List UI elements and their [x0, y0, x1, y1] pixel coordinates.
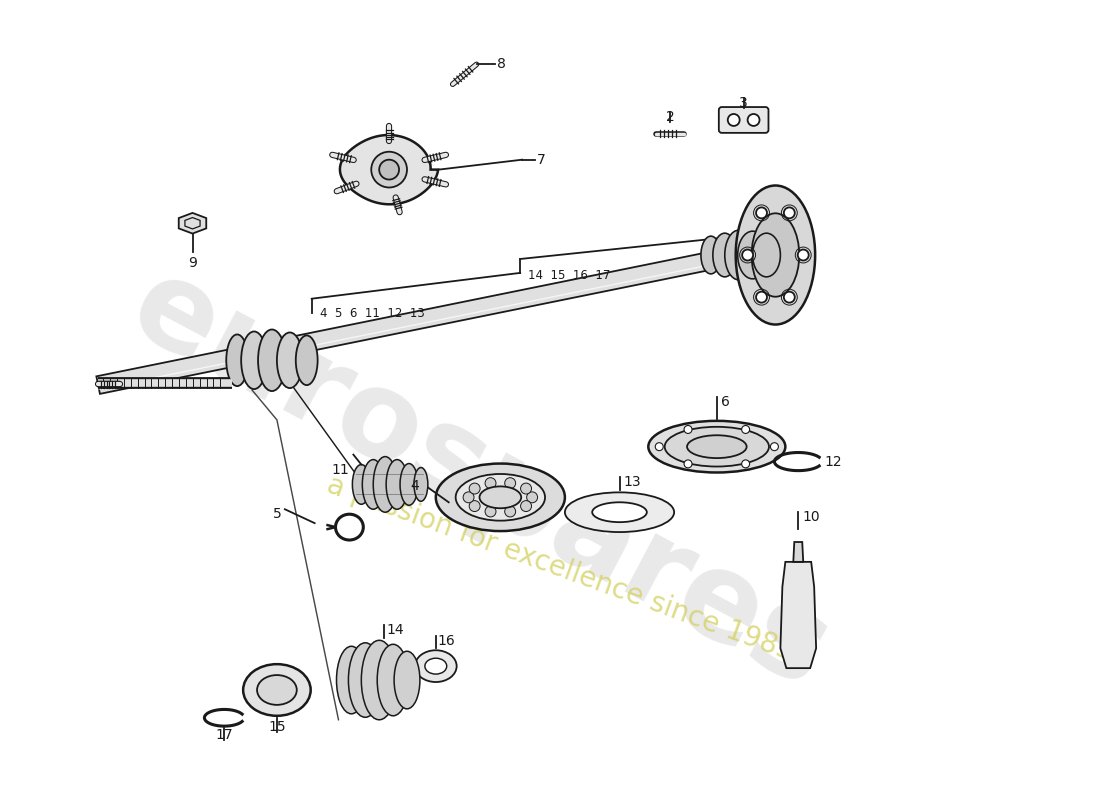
- FancyBboxPatch shape: [718, 107, 769, 133]
- Ellipse shape: [751, 214, 800, 297]
- Text: 11: 11: [332, 462, 350, 477]
- Circle shape: [485, 478, 496, 489]
- Circle shape: [372, 152, 407, 187]
- Circle shape: [741, 426, 749, 434]
- Ellipse shape: [436, 463, 565, 531]
- Text: 9: 9: [188, 256, 197, 270]
- Ellipse shape: [258, 330, 286, 391]
- Ellipse shape: [277, 333, 302, 388]
- Ellipse shape: [415, 650, 456, 682]
- Circle shape: [784, 292, 795, 302]
- Ellipse shape: [337, 646, 366, 714]
- Circle shape: [741, 460, 749, 468]
- Ellipse shape: [361, 640, 397, 720]
- Text: 5: 5: [273, 507, 282, 522]
- Ellipse shape: [664, 427, 769, 466]
- Ellipse shape: [257, 675, 297, 705]
- Ellipse shape: [648, 421, 785, 473]
- Circle shape: [470, 501, 480, 511]
- Ellipse shape: [352, 465, 371, 504]
- Ellipse shape: [565, 492, 674, 532]
- Circle shape: [470, 483, 480, 494]
- Circle shape: [379, 160, 399, 179]
- Ellipse shape: [394, 651, 420, 709]
- Circle shape: [463, 492, 474, 502]
- Ellipse shape: [480, 486, 521, 508]
- Text: 7: 7: [537, 153, 546, 166]
- Ellipse shape: [736, 186, 815, 325]
- Polygon shape: [793, 542, 803, 562]
- Text: a passion for excellence since 1985: a passion for excellence since 1985: [322, 471, 798, 666]
- Text: 12: 12: [824, 454, 842, 469]
- Text: 14  15  16  17: 14 15 16 17: [528, 269, 611, 282]
- Circle shape: [505, 506, 516, 517]
- Text: 3: 3: [739, 96, 748, 110]
- Text: 16: 16: [438, 634, 455, 648]
- Ellipse shape: [243, 664, 310, 716]
- Ellipse shape: [688, 435, 747, 458]
- Circle shape: [784, 207, 795, 218]
- Ellipse shape: [414, 467, 428, 502]
- Circle shape: [684, 426, 692, 434]
- Circle shape: [756, 207, 767, 218]
- Text: 4: 4: [410, 479, 419, 494]
- Circle shape: [505, 478, 516, 489]
- Ellipse shape: [713, 233, 737, 277]
- Polygon shape: [178, 213, 207, 234]
- Circle shape: [742, 250, 754, 261]
- Polygon shape: [780, 562, 816, 668]
- Text: 15: 15: [268, 720, 286, 734]
- Ellipse shape: [592, 502, 647, 522]
- Ellipse shape: [349, 643, 382, 718]
- Circle shape: [527, 492, 538, 502]
- Ellipse shape: [738, 231, 768, 279]
- Ellipse shape: [455, 474, 544, 521]
- Text: 2: 2: [666, 110, 674, 124]
- Circle shape: [728, 114, 739, 126]
- Circle shape: [770, 442, 779, 450]
- Circle shape: [656, 442, 663, 450]
- Circle shape: [798, 250, 808, 261]
- Circle shape: [756, 292, 767, 302]
- Text: 13: 13: [624, 475, 641, 490]
- Circle shape: [684, 460, 692, 468]
- Circle shape: [748, 114, 759, 126]
- Circle shape: [520, 483, 531, 494]
- Text: eurospares: eurospares: [112, 246, 849, 713]
- Ellipse shape: [400, 463, 418, 506]
- Circle shape: [520, 501, 531, 511]
- Ellipse shape: [701, 236, 721, 274]
- Ellipse shape: [386, 459, 408, 510]
- Ellipse shape: [227, 334, 249, 386]
- Polygon shape: [97, 244, 750, 394]
- Text: 8: 8: [497, 58, 506, 71]
- Text: 10: 10: [802, 510, 820, 524]
- Ellipse shape: [752, 233, 780, 277]
- Circle shape: [485, 506, 496, 517]
- Ellipse shape: [241, 331, 267, 389]
- Ellipse shape: [362, 459, 384, 510]
- Ellipse shape: [296, 335, 318, 385]
- Text: 17: 17: [216, 728, 233, 742]
- Ellipse shape: [725, 230, 752, 280]
- Text: 6: 6: [720, 395, 729, 409]
- Ellipse shape: [425, 658, 447, 674]
- Polygon shape: [340, 135, 438, 204]
- Text: 4  5  6  11  12  13: 4 5 6 11 12 13: [320, 306, 425, 320]
- Ellipse shape: [373, 457, 397, 512]
- Ellipse shape: [377, 644, 409, 716]
- Text: 14: 14: [386, 623, 404, 638]
